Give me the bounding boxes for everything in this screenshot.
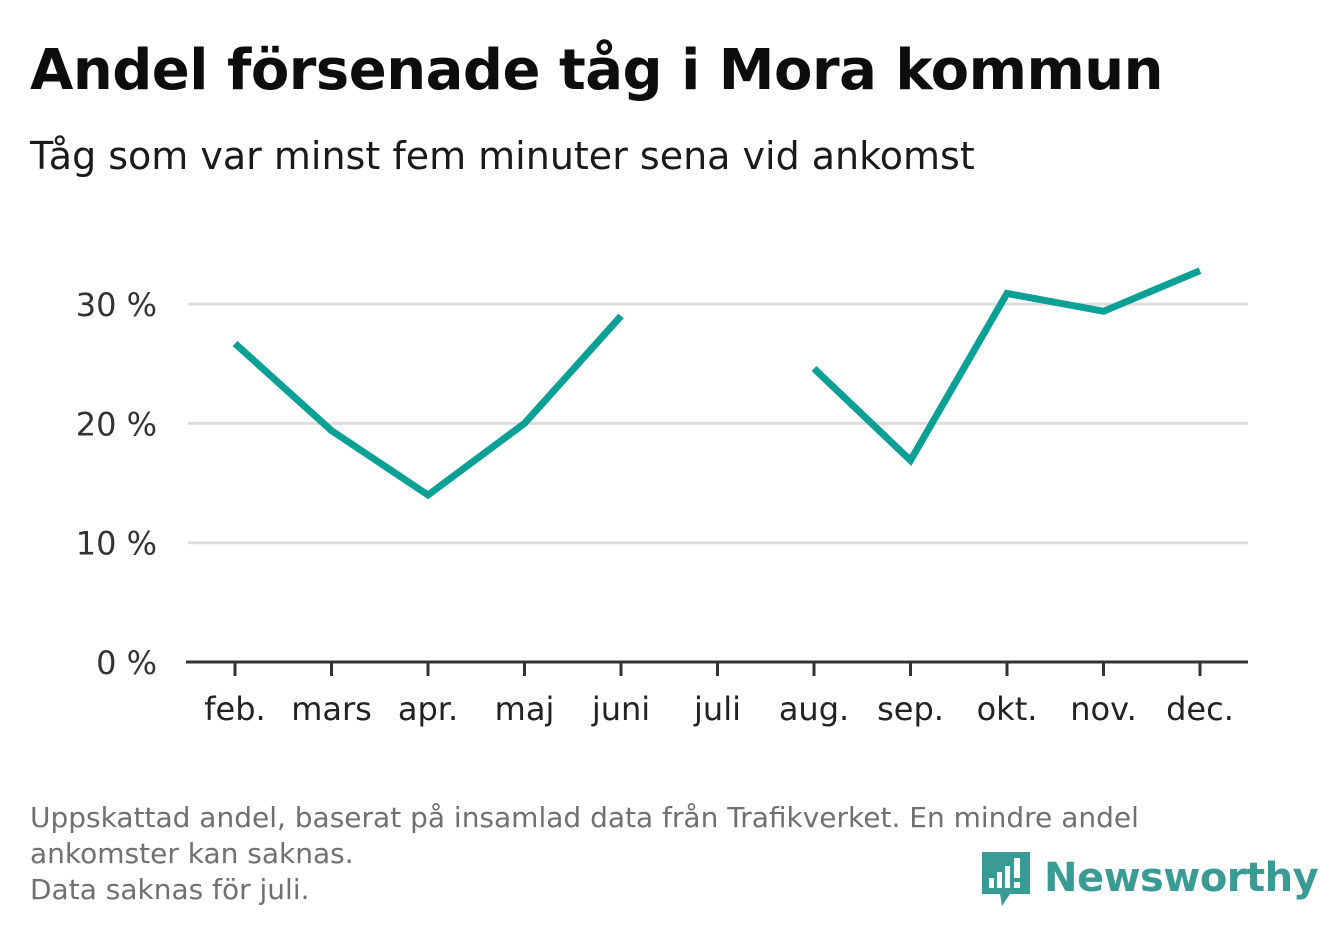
y-tick-label: 20 % bbox=[76, 405, 157, 443]
y-tick-label: 0 % bbox=[96, 644, 157, 682]
footnote-line-1: Uppskattad andel, baserat på insamlad da… bbox=[30, 801, 1139, 834]
x-tick-label: okt. bbox=[977, 690, 1038, 728]
y-tick-label: 10 % bbox=[76, 525, 157, 563]
x-tick-label: maj bbox=[495, 690, 555, 728]
footnote-line-3: Data saknas för juli. bbox=[30, 873, 310, 906]
x-tick-label: dec. bbox=[1166, 690, 1234, 728]
footnote: Uppskattad andel, baserat på insamlad da… bbox=[30, 800, 1290, 908]
x-tick-label: sep. bbox=[877, 690, 944, 728]
series-line-segment-2 bbox=[811, 267, 1202, 467]
y-axis-labels: 0 % 10 % 20 % 30 % bbox=[76, 286, 157, 682]
x-axis-ticks bbox=[233, 662, 1202, 676]
x-tick-label: apr. bbox=[398, 690, 458, 728]
x-tick-label: mars bbox=[291, 690, 372, 728]
x-tick-label: juni bbox=[591, 690, 650, 728]
bar-chart-speech-bubble-icon bbox=[982, 852, 1030, 906]
x-tick-label: feb. bbox=[204, 690, 265, 728]
brand-logo: Newsworthy bbox=[980, 848, 1319, 908]
series-line-segment-1 bbox=[232, 313, 624, 500]
brand-name: Newsworthy bbox=[1044, 855, 1319, 901]
x-tick-label: nov. bbox=[1070, 690, 1136, 728]
footnote-line-2: ankomster kan saknas. bbox=[30, 837, 354, 870]
chart-subtitle: Tåg som var minst fem minuter sena vid a… bbox=[30, 134, 975, 178]
x-tick-label: juli bbox=[693, 690, 741, 728]
x-axis-labels: feb. mars apr. maj juni juli aug. sep. okt. nov. d… bbox=[204, 690, 1234, 728]
chart-title: Andel försenade tåg i Mora kommun bbox=[30, 38, 1164, 103]
line-chart: 0 % 10 % 20 % 30 % feb. mars apr. maj juni juli a… bbox=[76, 267, 1248, 728]
gridlines bbox=[188, 302, 1248, 545]
y-tick-label: 30 % bbox=[76, 286, 157, 324]
series-lines bbox=[232, 267, 1202, 500]
x-tick-label: aug. bbox=[779, 690, 849, 728]
